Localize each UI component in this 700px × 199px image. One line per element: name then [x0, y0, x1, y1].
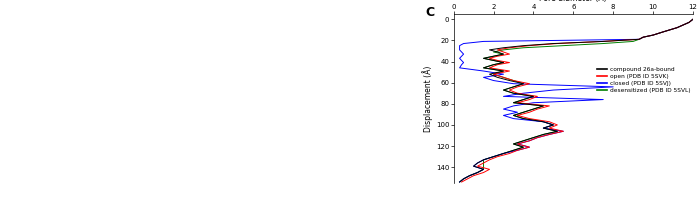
X-axis label: Pore diameter (Å): Pore diameter (Å): [540, 0, 607, 3]
Text: C: C: [426, 6, 435, 19]
Y-axis label: Displacement (Å): Displacement (Å): [422, 65, 433, 132]
Legend: compound 26a-bound, open (PDB ID 5SVK), closed (PDB ID 5SVJ), desensitized (PDB : compound 26a-bound, open (PDB ID 5SVK), …: [594, 64, 692, 95]
